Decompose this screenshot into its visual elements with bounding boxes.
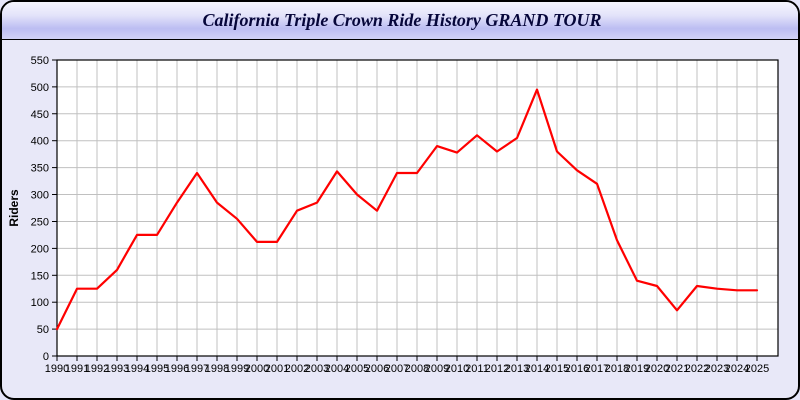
svg-text:500: 500 (31, 82, 49, 94)
svg-text:250: 250 (31, 217, 49, 229)
svg-text:300: 300 (31, 190, 49, 202)
svg-text:100: 100 (31, 297, 49, 309)
svg-text:Riders: Riders (7, 189, 21, 227)
svg-text:450: 450 (31, 109, 49, 121)
svg-text:50: 50 (37, 324, 49, 336)
svg-text:150: 150 (31, 270, 49, 282)
svg-text:200: 200 (31, 243, 49, 255)
svg-text:350: 350 (31, 163, 49, 175)
svg-text:0: 0 (43, 351, 49, 363)
svg-text:2025: 2025 (745, 363, 769, 375)
svg-text:550: 550 (31, 55, 49, 67)
svg-text:400: 400 (31, 136, 49, 148)
